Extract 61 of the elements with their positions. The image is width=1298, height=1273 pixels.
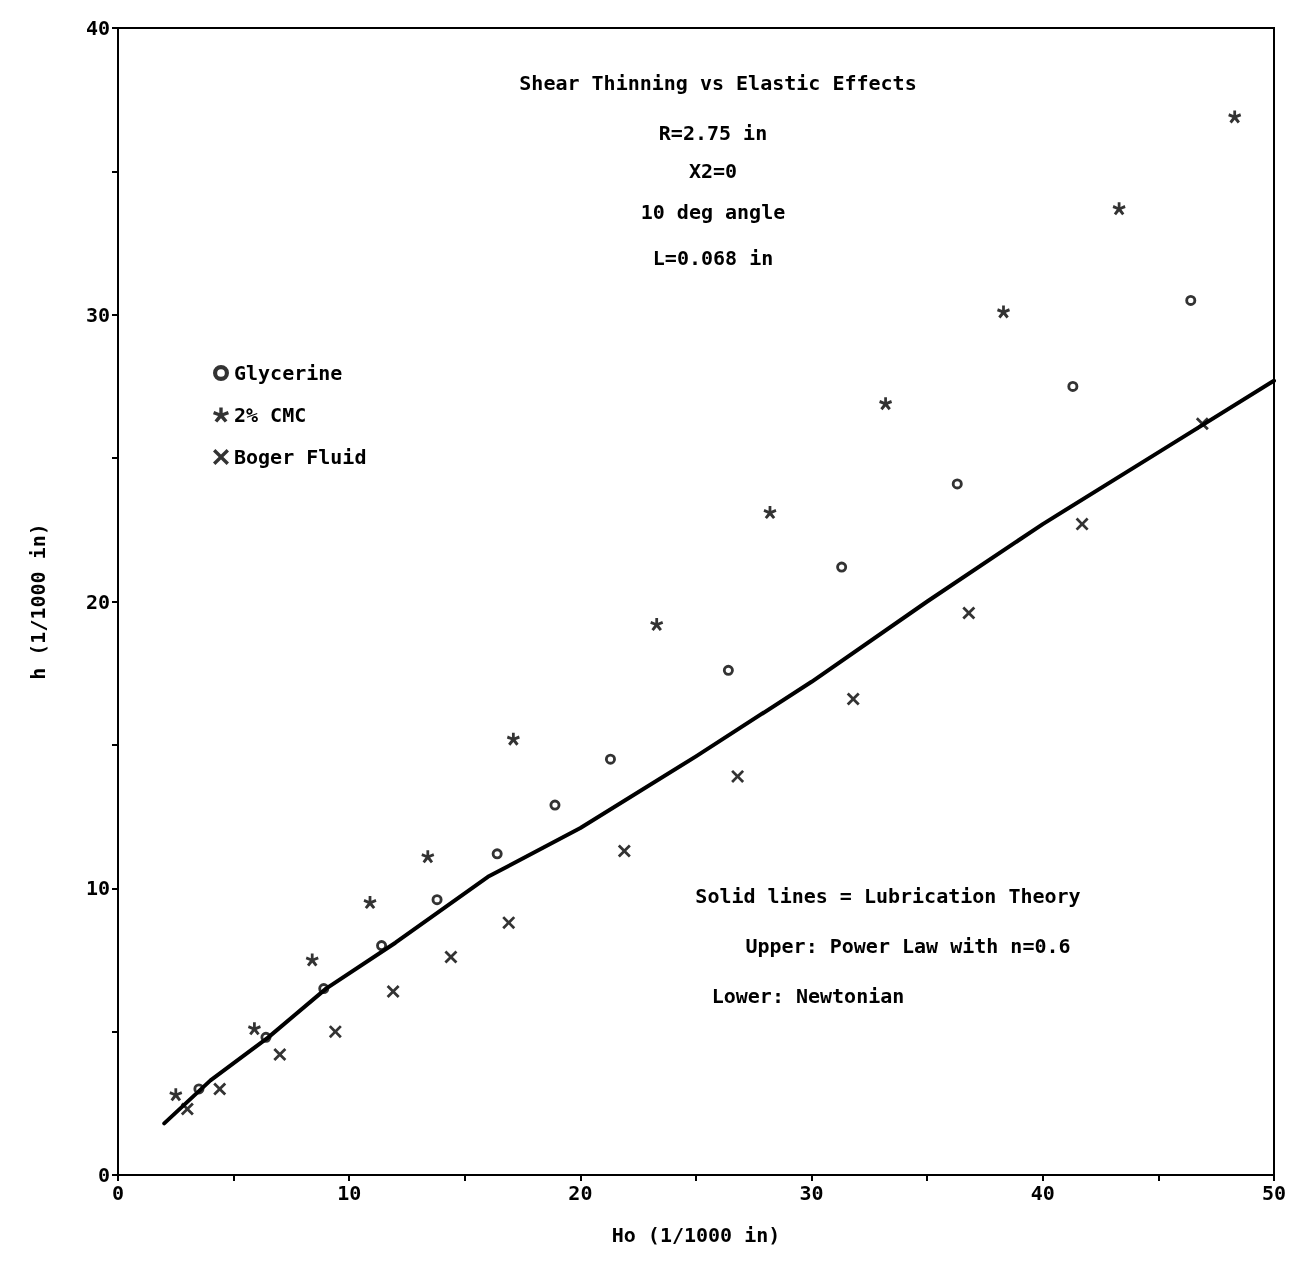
point: [722, 664, 734, 676]
y-tick-label: 40: [85, 16, 110, 40]
point: [431, 894, 443, 906]
text: Shear Thinning vs Elastic Effects: [519, 71, 917, 95]
point: [260, 1031, 272, 1043]
point: [213, 1082, 227, 1096]
x-tick-label: 50: [1261, 1181, 1287, 1205]
point: [1195, 417, 1209, 431]
point: [879, 397, 893, 411]
point: [846, 692, 860, 706]
x-tick-label: 10: [337, 1181, 362, 1205]
point: [386, 984, 400, 998]
point: [193, 1083, 205, 1095]
point: [506, 732, 520, 746]
y-tick-label: 10: [85, 876, 110, 901]
point: [318, 983, 330, 995]
legend-label: Boger Fluid: [234, 445, 367, 469]
point: [1185, 294, 1197, 306]
point: [328, 1025, 342, 1039]
point: [836, 561, 848, 573]
y-tick-label: 0: [97, 1163, 110, 1187]
point: [604, 753, 616, 765]
y-tick-label: 30: [85, 302, 110, 327]
point: [1228, 110, 1242, 124]
annotation: Upper: Power Law with n=0.6: [745, 934, 1071, 958]
point: [444, 950, 458, 964]
legend-label: Glycerine: [234, 361, 343, 385]
annotation: Lower: Newtonian: [711, 984, 905, 1008]
x-axis-title: Ho (1/1000 in): [611, 1223, 781, 1247]
point: [376, 940, 388, 952]
point: [1112, 202, 1126, 216]
point: [273, 1048, 287, 1062]
annotation: L=0.068 in: [652, 246, 774, 270]
point: [1067, 380, 1079, 392]
point: [421, 850, 435, 864]
legend-label: 2% CMC: [234, 403, 307, 427]
point: [997, 305, 1010, 319]
point: [763, 506, 777, 520]
point: [650, 617, 664, 631]
annotation: R=2.75 in: [658, 121, 768, 145]
point: [363, 896, 377, 910]
point: [247, 1022, 261, 1036]
x-tick-label: 40: [1030, 1181, 1055, 1205]
annotation: 10 deg angle: [640, 200, 786, 224]
point: [305, 953, 319, 967]
point: [951, 478, 963, 490]
point: [491, 848, 503, 860]
point: [962, 606, 976, 620]
x-tick-label: 0: [111, 1181, 125, 1205]
annotation: X2=0: [688, 159, 738, 183]
point: [731, 769, 745, 783]
x-tick-label: 30: [799, 1181, 824, 1205]
point: [502, 916, 516, 930]
point: [180, 1102, 194, 1116]
point: [617, 844, 631, 858]
annotation: Solid lines = Lubrication Theory: [695, 884, 1081, 908]
y-axis-title: h (1/1000 in): [26, 523, 50, 680]
point: [1075, 517, 1089, 531]
point: [169, 1088, 183, 1102]
x-tick-label: 20: [568, 1181, 593, 1205]
y-tick-label: 20: [85, 589, 110, 614]
